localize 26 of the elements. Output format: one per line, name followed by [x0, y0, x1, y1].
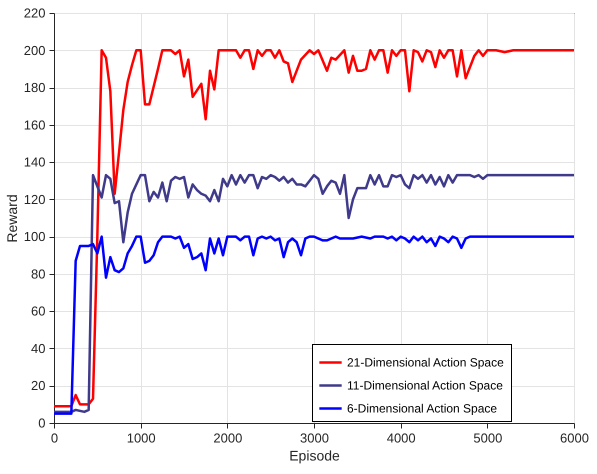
- x-axis-title: Episode: [289, 448, 340, 464]
- y-tick-label: 0: [38, 416, 46, 430]
- y-tick-label: 200: [24, 42, 46, 58]
- legend-label: 6-Dimensional Action Space: [347, 402, 498, 416]
- x-tick-label: 0: [50, 430, 58, 446]
- x-tick-label: 3000: [300, 430, 329, 446]
- legend-label: 21-Dimensional Action Space: [347, 356, 504, 370]
- y-tick-label: 220: [24, 6, 46, 20]
- y-tick-label: 160: [24, 117, 46, 132]
- x-tick-label: 2000: [213, 430, 242, 446]
- y-tick-label: 40: [31, 340, 46, 356]
- y-tick-label: 80: [31, 266, 46, 282]
- y-tick-label: 60: [31, 304, 46, 319]
- x-tick-label: 5000: [473, 430, 502, 446]
- y-tick-label: 120: [24, 192, 46, 207]
- y-tick-label: 140: [24, 154, 46, 170]
- line-series: [54, 235, 574, 415]
- y-axis-title: Reward: [4, 194, 20, 243]
- y-tick-label: 180: [24, 80, 46, 96]
- y-tick-label: 100: [24, 229, 46, 244]
- legend-label: 11-Dimensional Action Space: [347, 378, 504, 392]
- x-tick-label: 1000: [126, 430, 156, 446]
- x-tick-label: 6000: [560, 430, 589, 446]
- line-series: [54, 174, 574, 414]
- y-tick-label: 20: [31, 378, 46, 394]
- x-tick-label: 4000: [386, 430, 416, 446]
